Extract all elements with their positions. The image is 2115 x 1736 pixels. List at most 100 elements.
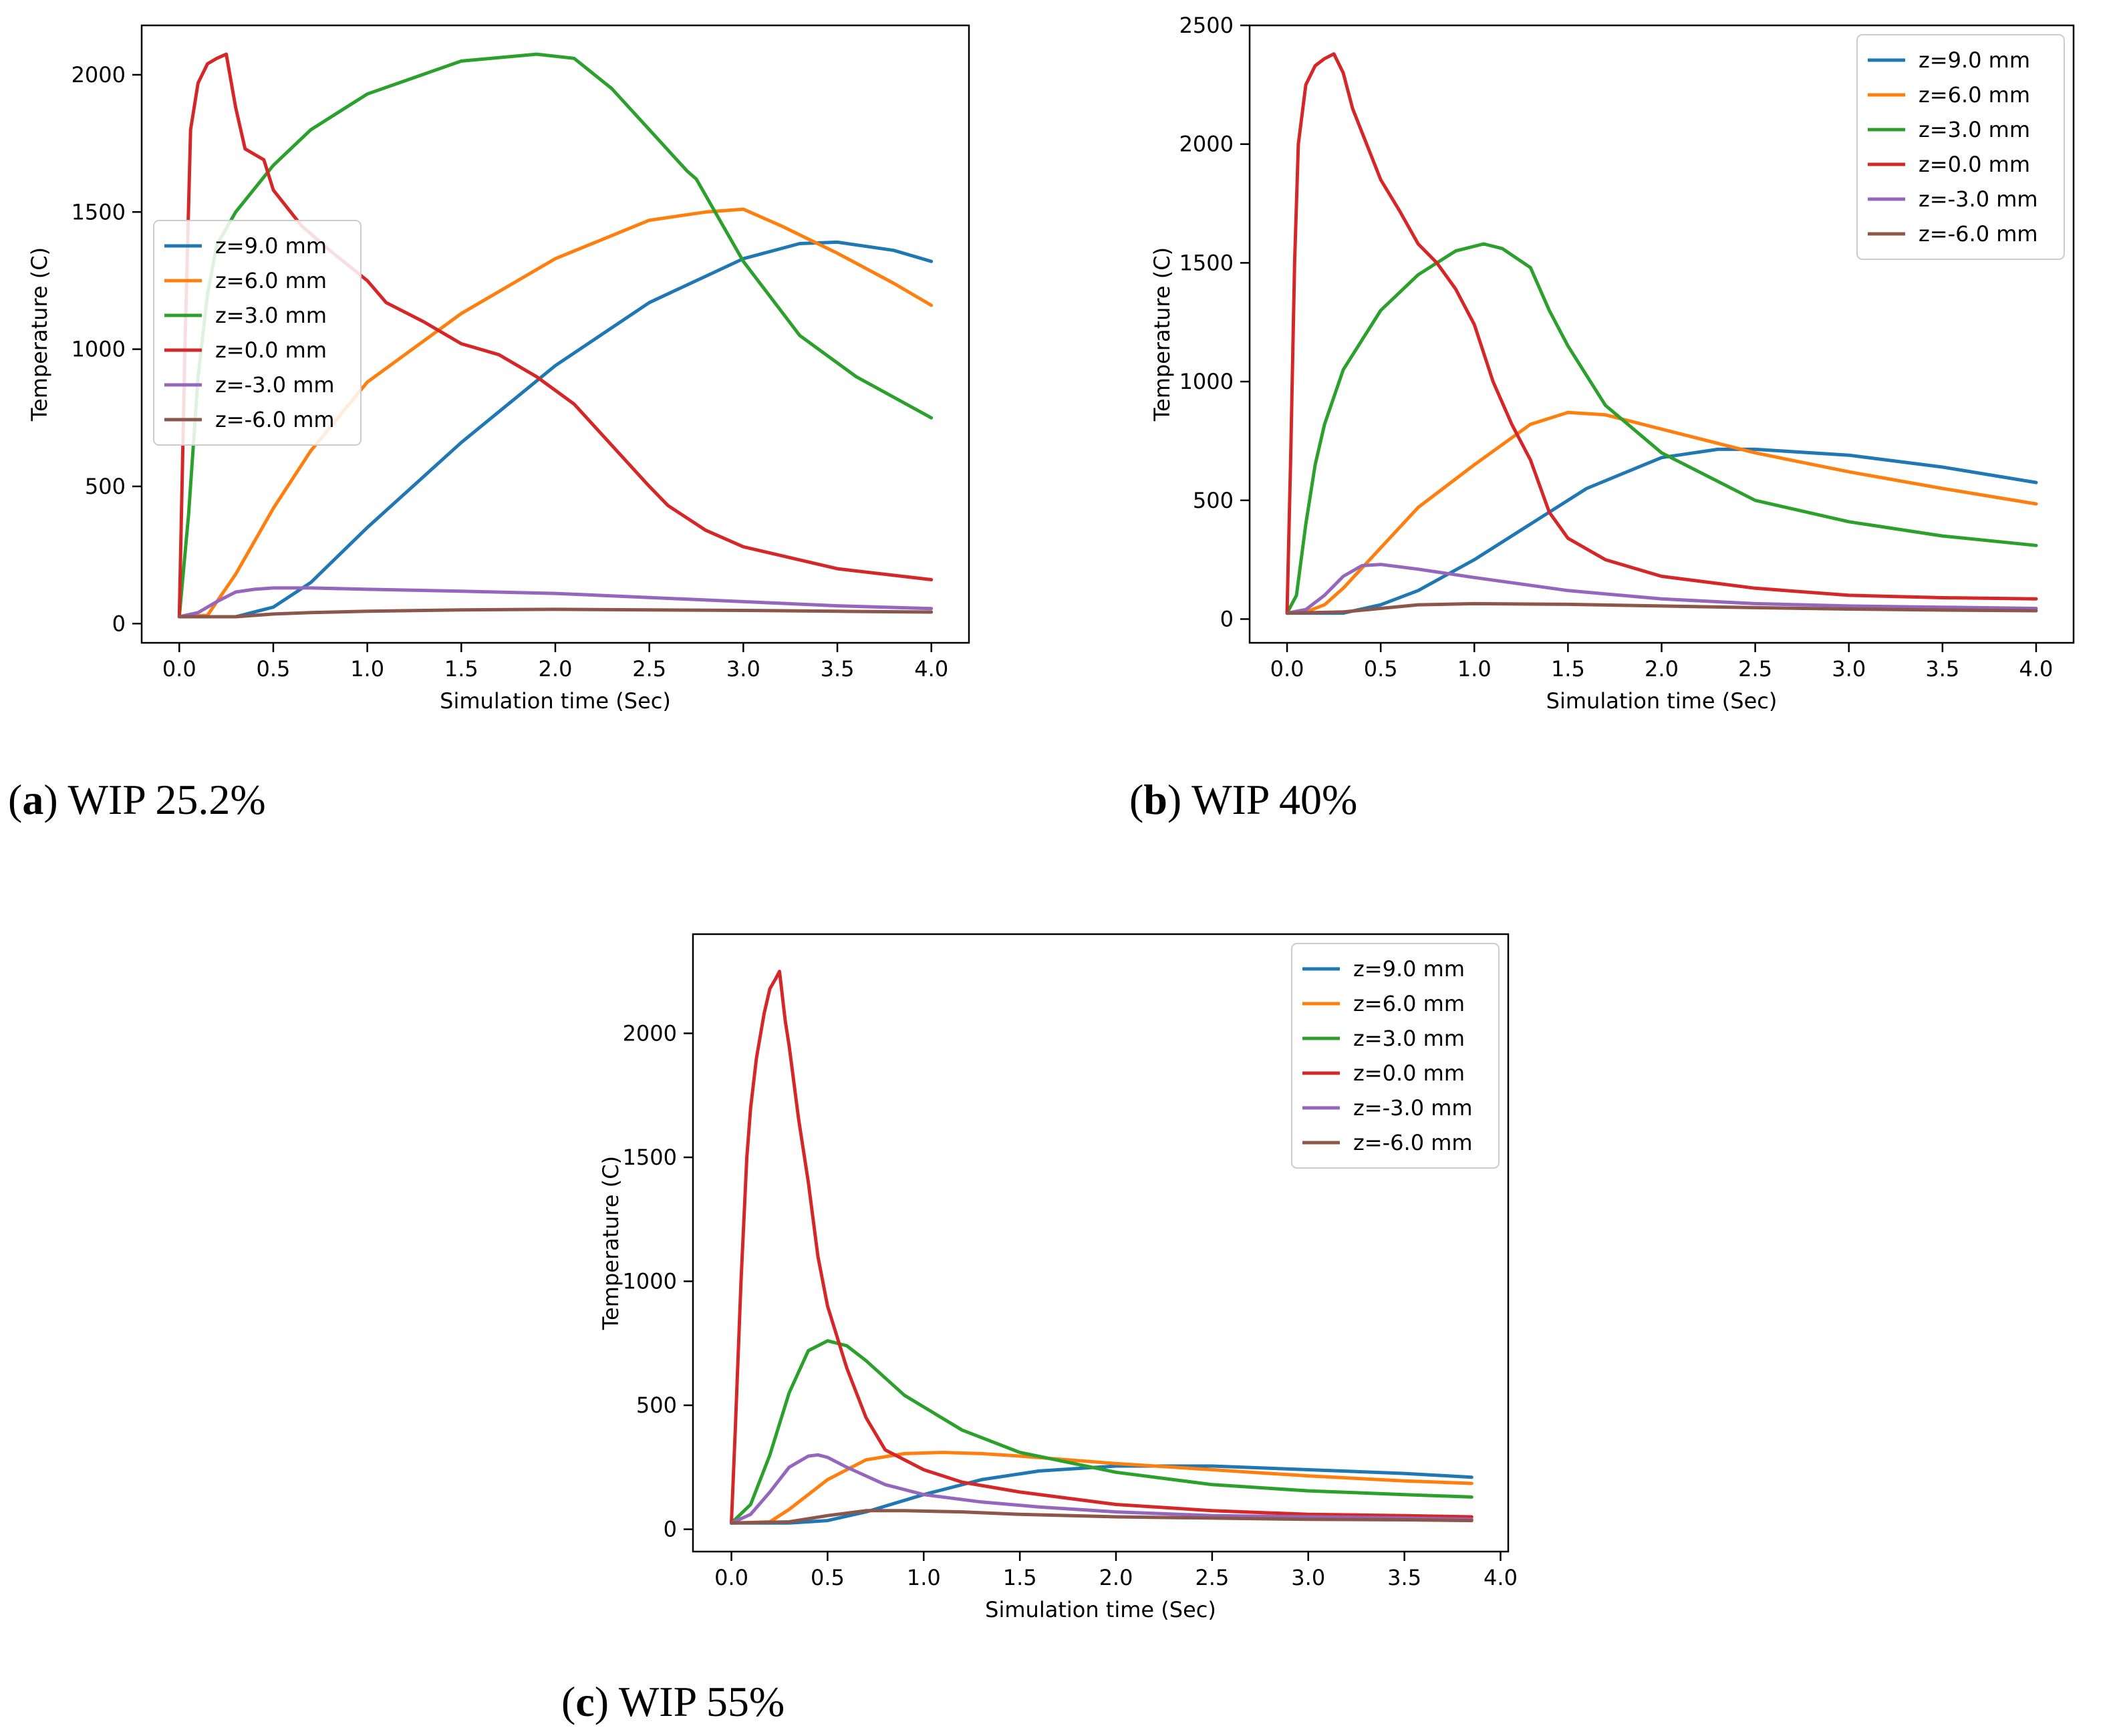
- caption-a-text: WIP 25.2%: [67, 776, 266, 823]
- chart-a-legend-label-1: z=6.0 mm: [215, 268, 327, 293]
- chart-b-legend-label-5: z=-6.0 mm: [1919, 221, 2038, 247]
- chart-b-y-tick-label-4: 2000: [1179, 132, 1234, 157]
- chart-b-y-tick-label-2: 1000: [1179, 369, 1234, 394]
- chart-b-legend-label-4: z=-3.0 mm: [1919, 186, 2038, 212]
- caption-c-open: (: [561, 1678, 576, 1725]
- chart-b-x-tick-label-3: 1.5: [1551, 656, 1585, 682]
- chart-c-series-line-1: [730, 1451, 1473, 1525]
- chart-a-y-tick-label-2: 1000: [72, 337, 126, 362]
- chart-c-series-line-4: [730, 1453, 1473, 1525]
- chart-c-legend-label-1: z=6.0 mm: [1353, 991, 1465, 1016]
- chart-b-series-line-2: [1285, 242, 2038, 615]
- caption-b-text: WIP 40%: [1191, 776, 1358, 823]
- chart-c-legend: z=9.0 mm z=6.0 mm z=3.0 mm z=0.0 mm z=-3.0 m…: [1291, 943, 1500, 1169]
- chart-a-legend-label-4: z=-3.0 mm: [215, 372, 335, 398]
- chart-b-x-tick-label-1: 0.5: [1364, 656, 1398, 682]
- chart-b-legend-label-0: z=9.0 mm: [1919, 47, 2030, 73]
- chart-b-x-axis-label: Simulation time (Sec): [1546, 688, 1778, 714]
- caption-c-close: ): [594, 1678, 609, 1725]
- chart-b-y-tick-label-3: 1500: [1179, 250, 1234, 275]
- chart-c-y-tick-label-1: 500: [636, 1393, 677, 1418]
- chart-c-frame: [692, 933, 1510, 1553]
- caption-a: (a) WIP 25.2%: [8, 775, 266, 825]
- chart-a-x-tick-label-8: 4.0: [914, 656, 948, 682]
- chart-c-legend-label-3: z=0.0 mm: [1353, 1060, 1465, 1086]
- chart-a-series-line-3: [177, 52, 934, 619]
- chart-c-x-tick-label-0: 0.0: [714, 1565, 748, 1590]
- chart-panel-a: 0.0 0.5 1.0 1.5 2.0 2.5 3.0 3.5 4.0 0 500 1000 1500 2…: [0, 0, 1002, 735]
- chart-a-legend: z=9.0 mm z=6.0 mm z=3.0 mm z=0.0 mm z=-3.0 m…: [153, 220, 362, 446]
- chart-a-y-tick-label-4: 2000: [72, 62, 126, 88]
- caption-b-letter: b: [1143, 776, 1167, 823]
- chart-c-x-axis-label: Simulation time (Sec): [985, 1597, 1216, 1622]
- chart-a-legend-label-2: z=3.0 mm: [215, 303, 327, 328]
- chart-a-y-tick-label-1: 500: [85, 474, 126, 499]
- chart-a-series-line-0: [177, 240, 934, 619]
- chart-b-x-tick-label-0: 0.0: [1270, 656, 1304, 682]
- chart-a-x-tick-label-0: 0.0: [162, 656, 196, 682]
- chart-c-series-line-3: [730, 970, 1473, 1525]
- chart-a-series-line-1: [177, 207, 934, 619]
- chart-b-x-tick-label-2: 1.0: [1457, 656, 1492, 682]
- chart-c-x-tick-label-6: 3.0: [1291, 1565, 1325, 1590]
- chart-c-y-tick-label-0: 0: [664, 1517, 677, 1542]
- chart-b-y-tick-label-1: 500: [1193, 488, 1234, 513]
- chart-a-x-axis-label: Simulation time (Sec): [440, 688, 671, 714]
- chart-b-legend-label-3: z=0.0 mm: [1919, 152, 2030, 177]
- chart-a-legend-label-0: z=9.0 mm: [215, 233, 327, 259]
- chart-c-x-tick-label-3: 1.5: [1003, 1565, 1037, 1590]
- chart-c-x-tick-label-1: 0.5: [811, 1565, 845, 1590]
- chart-c-legend-label-0: z=9.0 mm: [1353, 956, 1465, 982]
- chart-b-x-tick-label-5: 2.5: [1738, 656, 1772, 682]
- caption-a-letter: a: [22, 776, 44, 823]
- caption-c-text: WIP 55%: [618, 1678, 785, 1725]
- chart-b-legend: z=9.0 mm z=6.0 mm z=3.0 mm z=0.0 mm z=-3.0 m…: [1856, 34, 2065, 260]
- chart-c-x-tick-label-2: 1.0: [907, 1565, 941, 1590]
- chart-b-series-line-3: [1285, 52, 2038, 615]
- chart-c-y-tick-label-3: 1500: [623, 1145, 677, 1170]
- chart-c-x-tick-label-4: 2.0: [1099, 1565, 1133, 1590]
- chart-c-series-line-2: [730, 1339, 1473, 1525]
- chart-c-legend-label-4: z=-3.0 mm: [1353, 1095, 1473, 1121]
- chart-b-series-line-0: [1285, 447, 2038, 615]
- chart-a-y-tick-label-3: 1500: [72, 199, 126, 225]
- chart-c-y-tick-label-2: 1000: [623, 1269, 677, 1294]
- chart-b-x-tick-label-8: 4.0: [2019, 656, 2054, 682]
- chart-c-legend-label-2: z=3.0 mm: [1353, 1026, 1465, 1051]
- chart-a-x-tick-label-3: 1.5: [444, 656, 478, 682]
- chart-b-legend-label-2: z=3.0 mm: [1919, 117, 2030, 142]
- chart-b-svg: 0.0 0.5 1.0 1.5 2.0 2.5 3.0 3.5 4.0 0 500 1000 1500 2…: [1149, 13, 2075, 714]
- chart-b-y-tick-label-5: 2500: [1179, 13, 1234, 38]
- chart-a-legend-label-5: z=-6.0 mm: [215, 407, 335, 432]
- chart-c-series-line-5: [730, 1509, 1473, 1525]
- caption-a-close: ): [43, 776, 58, 823]
- chart-c-svg: 0.0 0.5 1.0 1.5 2.0 2.5 3.0 3.5 4.0 0 500 1000 1500 2…: [598, 933, 1518, 1622]
- chart-b-legend-label-1: z=6.0 mm: [1919, 82, 2030, 108]
- chart-a-x-tick-label-6: 3.0: [726, 656, 760, 682]
- chart-a-y-axis-label: Temperature (C): [27, 247, 52, 422]
- chart-panel-c: 0.0 0.5 1.0 1.5 2.0 2.5 3.0 3.5 4.0 0 500 1000 1500 2…: [571, 909, 1560, 1644]
- chart-a-x-tick-label-2: 1.0: [350, 656, 384, 682]
- chart-b-series-line-1: [1285, 410, 2038, 615]
- chart-a-svg: 0.0 0.5 1.0 1.5 2.0 2.5 3.0 3.5 4.0 0 500 1000 1500 2…: [27, 24, 970, 714]
- chart-c-series-line-0: [730, 1464, 1473, 1525]
- caption-b-close: ): [1167, 776, 1182, 823]
- chart-b-series-line-5: [1285, 601, 2038, 615]
- caption-b-open: (: [1129, 776, 1144, 823]
- chart-b-y-tick-label-0: 0: [1220, 606, 1234, 631]
- chart-a-legend-box: [153, 220, 362, 446]
- chart-b-x-tick-label-6: 3.0: [1832, 656, 1866, 682]
- chart-a-x-tick-label-4: 2.0: [539, 656, 573, 682]
- chart-c-y-axis-label: Temperature (C): [598, 1156, 623, 1330]
- caption-a-open: (: [8, 776, 23, 823]
- chart-b-series-line-4: [1285, 563, 2038, 615]
- chart-c-x-tick-label-5: 2.5: [1195, 1565, 1229, 1590]
- chart-b-x-tick-label-7: 3.5: [1925, 656, 1959, 682]
- caption-c: (c) WIP 55%: [561, 1677, 785, 1727]
- caption-b: (b) WIP 40%: [1129, 775, 1357, 825]
- chart-a-x-tick-label-7: 3.5: [821, 656, 855, 682]
- chart-b-x-tick-label-4: 2.0: [1645, 656, 1679, 682]
- chart-a-x-tick-label-5: 2.5: [632, 656, 666, 682]
- chart-c-y-tick-label-4: 2000: [623, 1020, 677, 1046]
- caption-c-letter: c: [575, 1678, 595, 1725]
